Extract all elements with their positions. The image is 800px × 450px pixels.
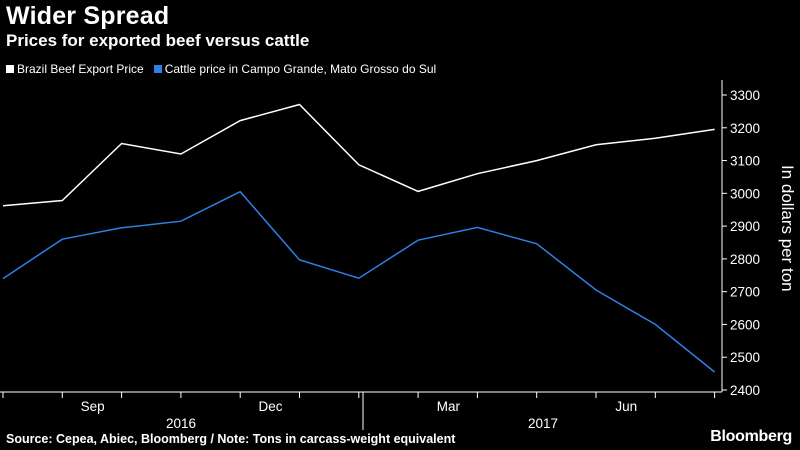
legend: Brazil Beef Export Price Cattle price in… [6, 62, 436, 76]
y-tick-label: 2700 [730, 285, 760, 300]
y-tick-label: 2400 [730, 383, 760, 398]
chart-title: Wider Spread [6, 2, 170, 30]
legend-label-cattle: Cattle price in Campo Grande, Mato Gross… [164, 62, 437, 76]
y-tick-label: 2600 [730, 317, 760, 332]
series-line-beef-export-price [2, 103, 715, 207]
x-tick-label: Mar [437, 399, 461, 414]
y-tick-label: 3300 [730, 88, 760, 103]
x-tick-label: Jun [615, 399, 637, 414]
line-chart: 2400 2500 2600 2700 2800 2900 3000 3100 3200 3300… [0, 80, 797, 430]
legend-label-beef: Brazil Beef Export Price [17, 62, 144, 76]
year-label: 2016 [166, 416, 196, 430]
x-tick-label: Dec [258, 399, 282, 414]
legend-swatch-cattle [153, 65, 162, 73]
y-tick-label: 3000 [730, 186, 760, 201]
y-tick-label: 2500 [730, 350, 760, 365]
y-tick-label: 2900 [730, 219, 760, 234]
y-tick-label: 3200 [730, 121, 760, 136]
source-note: Source: Cepea, Abiec, Bloomberg / Note: … [6, 432, 456, 446]
y-tick-label: 3100 [730, 154, 760, 169]
legend-swatch-beef [6, 65, 14, 73]
legend-item-cattle: Cattle price in Campo Grande, Mato Gross… [153, 62, 437, 76]
year-label: 2017 [528, 416, 558, 430]
x-tick-label: Sep [81, 399, 105, 414]
y-tick-label: 2800 [730, 252, 760, 267]
series-line-cattle-price [2, 190, 716, 373]
chart-subtitle: Prices for exported beef versus cattle [6, 31, 310, 50]
bloomberg-logo: Bloomberg [710, 428, 792, 445]
legend-item-beef: Brazil Beef Export Price [6, 62, 144, 76]
y-axis-title: In dollars per ton [778, 165, 797, 292]
